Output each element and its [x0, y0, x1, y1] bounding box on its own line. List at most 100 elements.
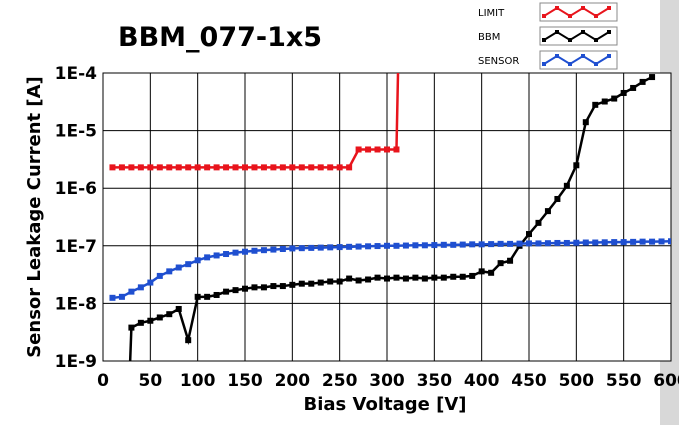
data-point [308, 244, 315, 251]
data-point [592, 239, 599, 246]
data-point [384, 146, 390, 153]
data-point [393, 274, 400, 281]
data-point [194, 164, 201, 171]
chart-title: BBM_077-1x5 [118, 22, 322, 53]
data-point [384, 242, 390, 249]
y-tick-label: 1E-9 [55, 352, 97, 372]
legend-marker [542, 62, 546, 66]
data-point [336, 164, 343, 171]
legend-marker [568, 38, 572, 42]
data-point [137, 319, 144, 326]
data-point [232, 287, 239, 294]
data-point [563, 239, 570, 246]
data-point [251, 284, 258, 291]
data-point [450, 273, 457, 280]
legend-marker [594, 38, 598, 42]
data-point [440, 274, 447, 281]
legend-marker [607, 6, 611, 10]
data-point [488, 269, 495, 276]
x-tick-label: 50 [138, 371, 162, 391]
y-tick-label: 1E-8 [55, 294, 97, 314]
legend-marker [542, 14, 546, 18]
data-point [156, 164, 163, 171]
data-point [242, 248, 248, 255]
data-point [526, 231, 532, 238]
data-point [289, 281, 296, 288]
data-point [649, 74, 656, 81]
data-point [639, 238, 646, 245]
x-tick-label: 400 [464, 371, 500, 391]
data-point [554, 195, 561, 202]
data-point [582, 239, 589, 246]
plot-frame [102, 72, 672, 362]
legend-marker [581, 6, 585, 10]
data-point [327, 244, 334, 251]
data-point [308, 164, 315, 171]
data-point [327, 278, 334, 285]
data-point [620, 89, 627, 96]
data-point [507, 240, 514, 247]
data-point [402, 242, 409, 249]
data-point [279, 283, 286, 290]
data-point [478, 241, 485, 248]
data-point [582, 119, 589, 126]
x-axis-title: Bias Voltage [V] [304, 394, 467, 415]
data-point [516, 240, 523, 247]
data-point [535, 240, 542, 247]
legend-marker [555, 54, 559, 58]
data-point [194, 257, 201, 264]
legend-marker [607, 54, 611, 58]
data-point [365, 146, 372, 153]
data-point [279, 164, 286, 171]
data-point [365, 276, 372, 283]
data-point [431, 274, 438, 281]
legend-swatch [543, 30, 610, 42]
data-point [384, 275, 390, 282]
data-point [147, 317, 154, 324]
x-tick-label: 0 [97, 371, 109, 391]
data-point [260, 164, 267, 171]
data-point [204, 254, 211, 261]
data-point [128, 288, 135, 295]
data-point [592, 101, 599, 108]
data-point [469, 241, 476, 248]
data-point [412, 274, 419, 281]
data-point [223, 164, 230, 171]
data-point [497, 260, 504, 267]
data-point [573, 162, 580, 169]
data-point [346, 164, 353, 171]
data-point [346, 243, 353, 250]
data-point [260, 247, 267, 254]
data-point [639, 78, 646, 85]
x-tick-label: 100 [180, 371, 216, 391]
legend-marker [594, 62, 598, 66]
data-point [611, 239, 618, 246]
data-point [374, 146, 381, 153]
x-tick-label: 550 [606, 371, 642, 391]
data-point [459, 273, 466, 280]
data-point [260, 284, 267, 291]
data-point [270, 164, 277, 171]
data-point [298, 164, 305, 171]
data-point [156, 272, 163, 279]
data-point [185, 337, 192, 344]
data-point [630, 238, 637, 245]
legend-marker [581, 54, 585, 58]
data-point [393, 242, 400, 249]
data-point [668, 238, 671, 245]
data-point [156, 314, 163, 321]
y-tick-label: 1E-6 [55, 179, 97, 199]
data-point [137, 284, 144, 291]
data-point [147, 279, 154, 286]
data-point [185, 261, 192, 268]
legend-marker [568, 62, 572, 66]
data-point [649, 238, 656, 245]
data-point [223, 288, 230, 295]
legend-marker [607, 30, 611, 34]
data-point [166, 311, 173, 318]
data-point [355, 277, 362, 284]
data-point [431, 242, 438, 249]
legend-marker [542, 38, 546, 42]
data-point [336, 278, 343, 285]
